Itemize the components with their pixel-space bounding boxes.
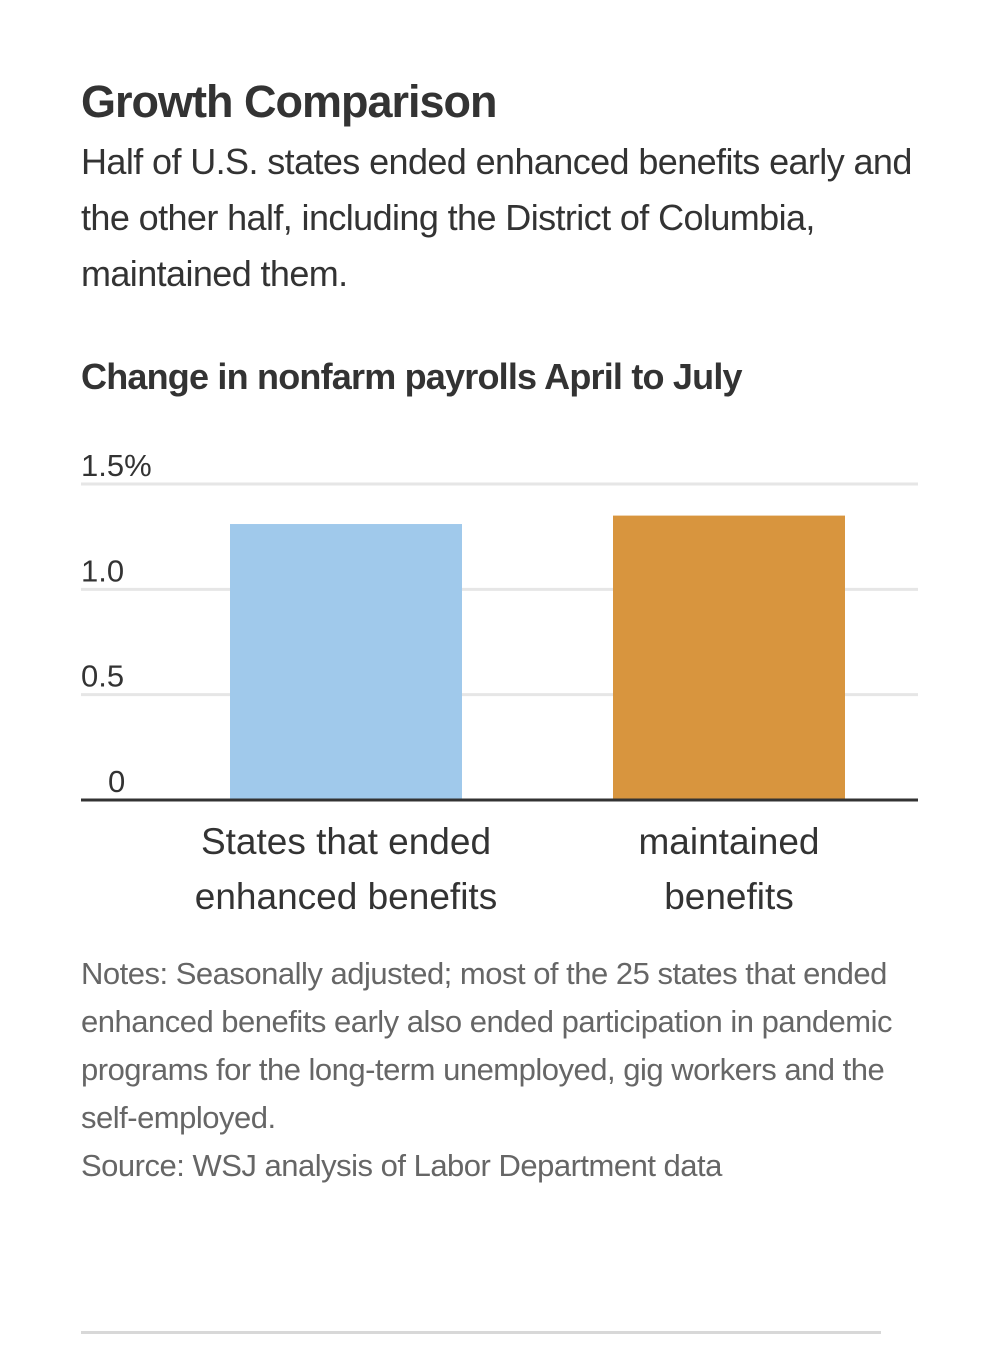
x-axis-labels: States that ended enhanced benefits mainta… xyxy=(195,821,820,917)
y-tick-label: 1.0 xyxy=(81,553,124,588)
bar xyxy=(613,515,845,800)
bar-chart: 0 0.5 1.0 1.5% States that ended enhanced be… xyxy=(81,448,918,917)
chart-subtitle: Half of U.S. states ended enhanced benef… xyxy=(81,141,912,294)
notes-text: Notes: Seasonally adjusted; most of the … xyxy=(81,956,893,1135)
bar xyxy=(230,524,462,800)
bars xyxy=(230,515,845,800)
chart-notes: Notes: Seasonally adjusted; most of the … xyxy=(81,950,941,1190)
chart-title: Change in nonfarm payrolls April to July xyxy=(81,356,743,397)
footer-divider xyxy=(81,1331,881,1334)
chart-headline: Growth Comparison xyxy=(81,76,498,127)
x-tick-label: maintained benefits xyxy=(638,821,819,917)
y-tick-label: 0.5 xyxy=(81,659,124,694)
y-axis-ticks: 0 0.5 1.0 1.5% xyxy=(81,448,152,799)
y-tick-label: 0 xyxy=(108,764,125,799)
source-text: Source: WSJ analysis of Labor Department… xyxy=(81,1148,722,1183)
y-tick-label: 1.5% xyxy=(81,448,152,483)
x-tick-label: States that ended enhanced benefits xyxy=(195,821,497,917)
